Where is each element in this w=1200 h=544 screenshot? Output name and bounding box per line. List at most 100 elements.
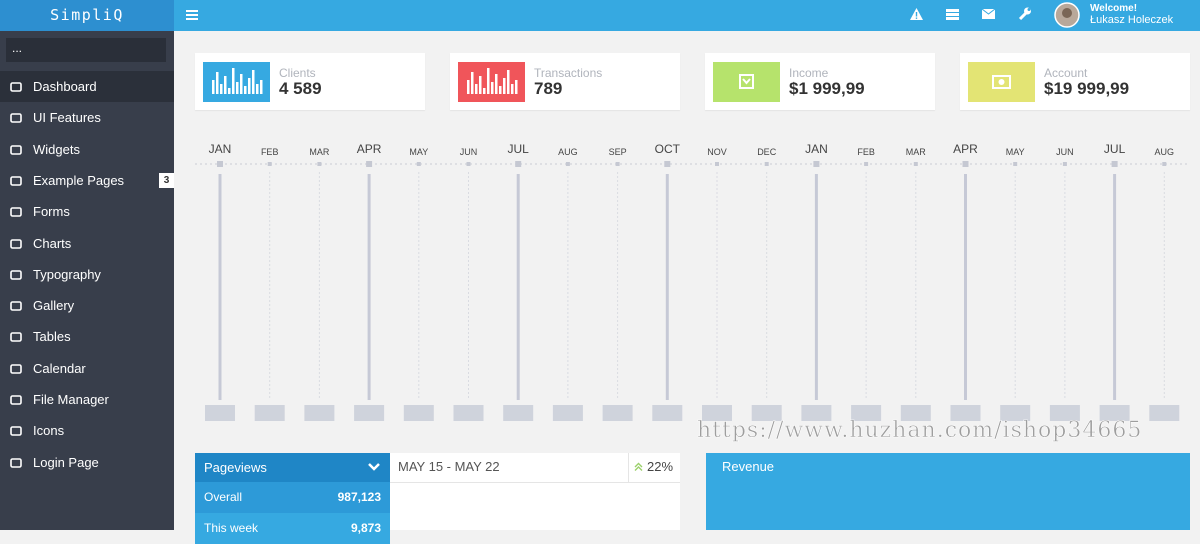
nav-label: Gallery — [33, 298, 75, 314]
pageviews-header[interactable]: Pageviews — [195, 453, 390, 482]
month-label: AUG — [558, 147, 578, 157]
row-value: 9,873 — [350, 521, 381, 535]
stat-value: 789 — [534, 79, 563, 98]
change: 22% — [647, 459, 674, 474]
month-block[interactable] — [354, 405, 385, 421]
nav-item[interactable]: Charts — [0, 228, 174, 259]
nav-label: Tables — [33, 329, 71, 345]
menu-toggle[interactable] — [186, 9, 198, 21]
nav-label: Widgets — [33, 141, 80, 157]
month-marker — [267, 162, 272, 166]
icon-bar — [507, 70, 510, 94]
month-block[interactable] — [1099, 405, 1130, 421]
pageviews-row: This week 9,873 — [195, 513, 390, 544]
month-label: FEB — [261, 147, 279, 157]
month-block[interactable] — [702, 405, 732, 421]
nav-item[interactable]: File Manager — [0, 384, 174, 415]
stat-label: Account — [1044, 66, 1088, 80]
icon-shape — [10, 113, 22, 124]
month-marker — [466, 162, 471, 166]
icon-bar — [479, 76, 482, 94]
month-block[interactable] — [304, 405, 335, 421]
nav-icon — [10, 82, 22, 92]
month-label: JUN — [460, 147, 478, 157]
nav-icon — [10, 238, 22, 249]
month-block[interactable] — [652, 405, 683, 421]
row-label: This week — [204, 521, 259, 535]
icon-bar — [232, 68, 235, 94]
month-block[interactable] — [1049, 405, 1080, 421]
icon-bar — [248, 78, 251, 94]
month-marker — [664, 161, 671, 167]
stat-label: Income — [789, 66, 829, 80]
icon-bar — [220, 84, 223, 94]
nav-icon — [10, 426, 22, 437]
icon-shape — [10, 301, 22, 311]
month-label: APR — [953, 142, 978, 156]
month-block[interactable] — [453, 405, 484, 421]
nav-item[interactable]: UI Features — [0, 102, 174, 133]
stat-icon — [968, 62, 1035, 102]
nav-item[interactable]: Calendar — [0, 353, 174, 384]
search-box[interactable]: ... — [6, 38, 166, 62]
nav-item[interactable]: Login Page — [0, 447, 174, 478]
stat-label: Clients — [279, 66, 316, 80]
stat-icon — [713, 62, 780, 102]
month-marker — [764, 162, 769, 166]
month-label: JAN — [209, 142, 232, 156]
nav-icon — [10, 395, 22, 405]
month-block[interactable] — [602, 405, 633, 421]
month-marker — [217, 161, 223, 167]
nav-item[interactable]: Widgets — [0, 134, 174, 165]
month-block[interactable] — [1149, 405, 1180, 421]
icon-bar — [252, 70, 255, 94]
month-block[interactable] — [950, 405, 981, 421]
top-bar: Welcome! Łukasz Holeczek — [0, 0, 1200, 31]
month-label: JUL — [508, 142, 530, 156]
stat-icon — [203, 62, 270, 102]
nav-item[interactable]: Icons — [0, 415, 174, 446]
icon-bar — [471, 72, 474, 94]
month-marker — [1013, 162, 1018, 166]
icon-bar — [483, 88, 486, 94]
month-marker — [366, 161, 373, 167]
icon-shape — [998, 79, 1005, 85]
row-label: Overall — [204, 490, 243, 504]
nav-icon — [10, 207, 22, 217]
brand[interactable]: SimpliQ — [0, 0, 174, 31]
nav-label: Icons — [33, 423, 65, 439]
month-block[interactable] — [1000, 405, 1031, 421]
nav-icon — [10, 332, 22, 343]
month-block[interactable] — [801, 405, 832, 421]
settings-icon[interactable] — [1018, 7, 1031, 21]
nav-item[interactable]: Example Pages 3 — [0, 165, 174, 196]
month-block[interactable] — [254, 405, 285, 421]
nav-item[interactable]: Tables — [0, 321, 174, 352]
avatar[interactable] — [1054, 2, 1080, 28]
month-block[interactable] — [503, 405, 534, 421]
nav-item[interactable]: Forms — [0, 196, 174, 227]
nav-icon — [10, 113, 22, 124]
mail-icon[interactable] — [982, 9, 995, 19]
month-block[interactable] — [205, 405, 235, 421]
month-block[interactable] — [552, 405, 583, 421]
nav-item[interactable]: Gallery — [0, 290, 174, 321]
month-label: APR — [357, 142, 382, 156]
icon-bar — [511, 84, 514, 94]
month-marker — [962, 161, 969, 167]
nav-item[interactable]: Dashboard — [0, 71, 174, 102]
tasks-icon[interactable] — [946, 9, 959, 20]
icon-shape — [10, 238, 22, 249]
stat-card: Account $19 999,99 — [960, 53, 1190, 110]
icon-shape — [10, 426, 22, 437]
user-name[interactable]: Łukasz Holeczek — [1090, 14, 1174, 26]
month-block[interactable] — [403, 405, 434, 421]
month-label: MAR — [309, 147, 330, 157]
month-block[interactable] — [900, 405, 931, 421]
month-block[interactable] — [851, 405, 882, 421]
nav-item[interactable]: Typography — [0, 259, 174, 290]
month-marker — [565, 162, 570, 166]
month-block[interactable] — [751, 405, 782, 421]
alert-icon[interactable] — [910, 8, 923, 21]
